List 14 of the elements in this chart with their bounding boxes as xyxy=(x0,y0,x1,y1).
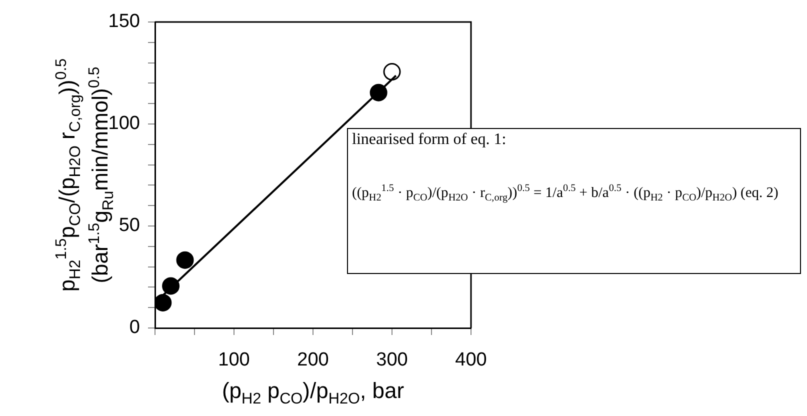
x-tick-label: 400 xyxy=(455,350,487,371)
point xyxy=(155,294,172,312)
y-tick-label: 100 xyxy=(108,113,140,134)
x-tick-label: 200 xyxy=(297,350,329,371)
y-tick-label: 50 xyxy=(118,215,140,236)
equation-box: linearised form of eq. 1: ((p$_{H2}$$^{1.5}$ · p$_{CO}$)/(p$_{H2O}$ · r$_{C,org}$))$^{0.5}$ = 1/a$^{0.5}$ + b/a$^{0.5}$ · ((p$_{H2}$ · p$_{CO}$)/p$_{H2O}$) (eq. 2) xyxy=(347,128,801,274)
point xyxy=(383,63,401,81)
y-tick-label: 150 xyxy=(108,11,140,32)
x-tick-label: 100 xyxy=(218,350,250,371)
annotation: linearised form of eq. 1: xyxy=(352,131,508,149)
point xyxy=(176,251,194,269)
x-axis-title: (p$_{H2}$ p$_{CO}$)/p$_{H2O}$, bar xyxy=(222,378,404,408)
x-tick-label: 300 xyxy=(376,350,408,371)
y-tick-label: 0 xyxy=(129,317,140,338)
